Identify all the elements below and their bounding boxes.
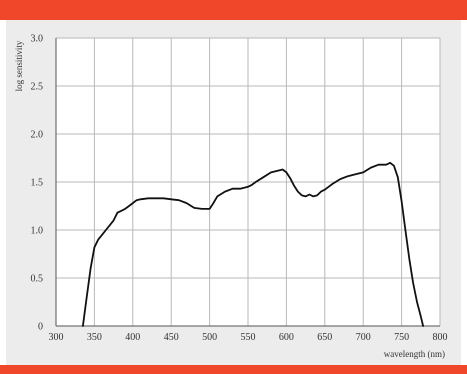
gridlines	[55, 37, 441, 327]
y-tick-label: 0	[38, 322, 43, 333]
tick-labels: 300 350 400 450 500 550 600 650 700 750 800 0 0.5 1.0…	[31, 34, 448, 344]
x-tick-label: 350	[87, 332, 102, 343]
bottom-accent-bar	[0, 365, 467, 374]
y-tick-label: 3.0	[31, 34, 44, 45]
y-tick-label: 0.5	[31, 274, 44, 285]
x-tick-label: 450	[164, 332, 179, 343]
x-tick-label: 300	[49, 332, 64, 343]
x-axis-label: wavelength (nm)	[384, 349, 445, 359]
y-tick-label: 2.5	[31, 82, 44, 93]
y-tick-label: 1.0	[31, 226, 44, 237]
x-tick-label: 650	[317, 332, 332, 343]
axes	[55, 38, 440, 327]
chart-panel: 300 350 400 450 500 550 600 650 700 750 800 0 0.5 1.0…	[6, 20, 461, 365]
x-tick-label: 600	[279, 332, 294, 343]
y-tick-label: 1.5	[31, 178, 44, 189]
x-tick-label: 700	[356, 332, 371, 343]
sensitivity-chart: 300 350 400 450 500 550 600 650 700 750 800 0 0.5 1.0…	[14, 34, 448, 360]
series-layer	[82, 161, 424, 327]
x-tick-label: 550	[241, 332, 256, 343]
top-accent-bar	[0, 0, 467, 20]
x-tick-label: 800	[433, 332, 448, 343]
y-tick-label: 2.0	[31, 130, 44, 141]
sensitivity-series-line	[82, 161, 424, 327]
x-tick-label: 500	[202, 332, 217, 343]
x-tick-label: 400	[125, 332, 140, 343]
x-tick-label: 750	[394, 332, 409, 343]
y-axis-label: log sensitivity	[14, 40, 24, 91]
